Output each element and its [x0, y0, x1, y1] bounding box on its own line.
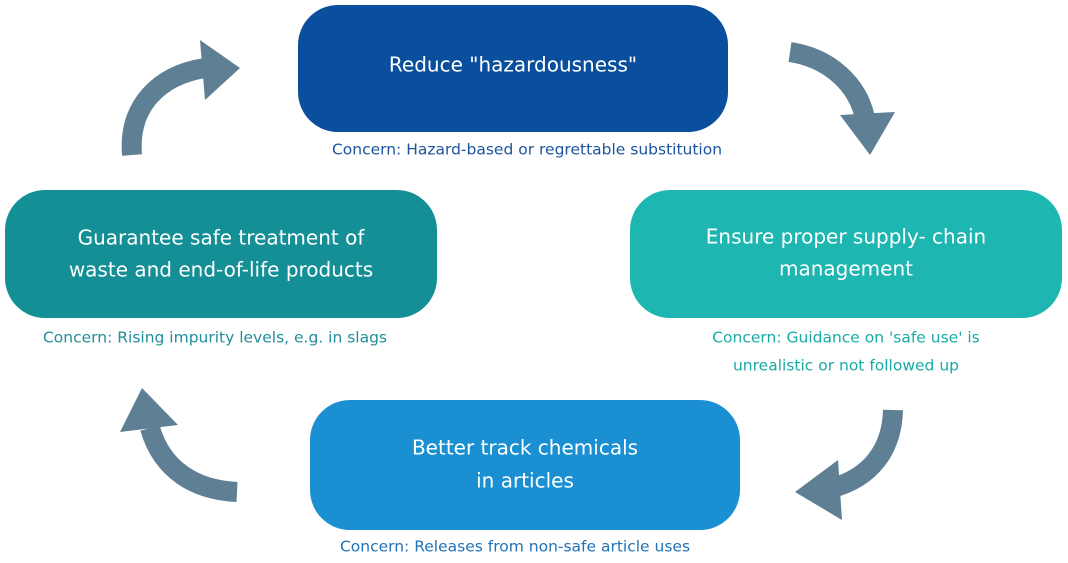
node-box	[310, 400, 740, 530]
arrow	[140, 424, 238, 502]
arrow	[121, 58, 207, 156]
node-label: waste and end-of-life products	[69, 258, 373, 282]
arrowhead	[120, 388, 178, 432]
node-label: in articles	[476, 469, 574, 493]
node-concern: unrealistic or not followed up	[733, 357, 959, 375]
node-box	[630, 190, 1062, 318]
node-concern: Concern: Hazard-based or regrettable sub…	[332, 141, 722, 159]
arrowhead	[200, 40, 240, 100]
node-label: Ensure proper supply- chain	[706, 225, 986, 249]
arrow	[829, 409, 903, 498]
node-concern: Concern: Rising impurity levels, e.g. in…	[43, 329, 387, 347]
node-box	[298, 5, 728, 132]
node-label: Better track chemicals	[412, 436, 638, 460]
arrowhead	[795, 460, 842, 520]
node-label: Guarantee safe treatment of	[78, 226, 366, 250]
node-concern: Concern: Releases from non-safe article …	[340, 538, 690, 556]
arrowheads	[120, 40, 895, 520]
node-box	[5, 190, 437, 318]
arrows	[121, 42, 903, 502]
node-label: management	[779, 257, 913, 281]
arrow	[788, 42, 875, 121]
node-concern: Concern: Guidance on 'safe use' is	[712, 329, 980, 347]
node-label: Reduce "hazardousness"	[389, 53, 637, 77]
arrowhead	[840, 112, 895, 155]
